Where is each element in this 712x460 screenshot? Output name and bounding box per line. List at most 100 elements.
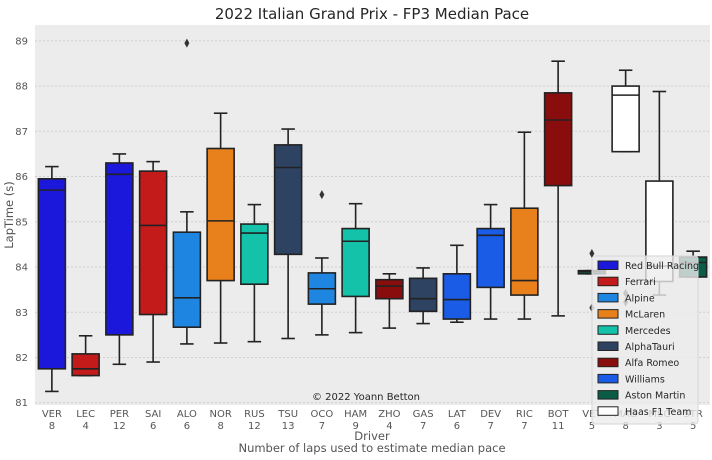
x-tick-laps: 7 (487, 421, 493, 432)
box-tsu (273, 128, 303, 340)
x-tick-laps: 7 (420, 421, 426, 432)
box-iqr (341, 227, 370, 298)
box-iqr (476, 227, 505, 289)
box-ver (37, 165, 67, 393)
legend-swatch (597, 406, 619, 416)
x-tick-driver: BOT (548, 409, 570, 420)
box-iqr (206, 147, 235, 282)
x-tick-laps: 12 (113, 421, 126, 432)
x-tick-laps: 6 (184, 421, 190, 432)
y-tick-label: 85 (15, 217, 28, 228)
y-axis-label: LapTime (s) (2, 181, 16, 249)
legend-label: Ferrari (625, 277, 656, 288)
box-alo (172, 38, 202, 345)
box-iqr (71, 353, 100, 377)
x-tick-driver: ALO (177, 409, 197, 420)
x-tick-driver: PER (110, 409, 129, 420)
x-tick-driver: VER (42, 409, 62, 420)
box-lat (442, 244, 472, 324)
box-iqr (408, 277, 438, 313)
x-tick-driver: GAS (413, 409, 434, 420)
x-tick-laps: 8 (217, 421, 223, 432)
legend-swatch (597, 390, 619, 400)
x-axis-sublabel: Number of laps used to estimate median p… (238, 441, 505, 455)
box-ham (341, 202, 370, 334)
legend-label: Red Bull Racing (625, 261, 699, 272)
legend-swatch (597, 292, 619, 303)
x-tick-laps: 11 (552, 421, 565, 432)
legend-label: Alpine (625, 293, 655, 304)
y-tick-label: 89 (15, 36, 28, 47)
box-iqr (240, 223, 269, 286)
x-tick-driver: HAM (344, 409, 367, 420)
box-gas (408, 267, 438, 325)
x-tick-driver: RUS (244, 409, 265, 420)
box-zho (375, 273, 404, 329)
x-tick-laps: 8 (49, 421, 55, 432)
outlier-point (319, 190, 325, 200)
x-axis-label: Driver (354, 429, 390, 443)
legend-label: AlphaTauri (625, 342, 675, 353)
box-oco (307, 190, 337, 336)
y-tick-label: 81 (15, 398, 28, 409)
chart-title: 2022 Italian Grand Prix - FP3 Median Pac… (215, 5, 529, 23)
box-iqr (611, 85, 640, 153)
legend: Red Bull Racing Ferrari Alpine McLaren Merce… (591, 255, 699, 425)
legend-label: Haas F1 Team (625, 407, 691, 418)
x-tick-laps: 13 (282, 421, 295, 432)
box-mag (611, 69, 640, 307)
x-tick-driver: OCO (311, 409, 334, 420)
x-tick-laps: 8 (622, 421, 628, 432)
legend-swatch (597, 260, 619, 270)
x-tick-laps: 7 (319, 421, 325, 432)
y-tick-label: 86 (15, 172, 28, 183)
box-per (105, 153, 134, 366)
y-tick-label: 82 (15, 353, 28, 364)
box-iqr (442, 273, 472, 320)
x-tick-driver: NOR (209, 409, 231, 420)
x-tick-driver: LEC (76, 409, 95, 420)
box-iqr (37, 178, 67, 370)
box-nor (206, 112, 235, 344)
x-tick-laps: 9 (352, 421, 358, 432)
legend-label: Aston Martin (625, 391, 685, 402)
x-tick-laps: 7 (521, 421, 527, 432)
x-tick-laps: 12 (248, 421, 261, 432)
x-tick-driver: SAI (145, 409, 161, 420)
box-sai (138, 160, 168, 363)
y-tick-label: 88 (15, 82, 28, 93)
x-tick-driver: ZHO (378, 409, 400, 420)
x-tick-driver: TSU (277, 409, 298, 420)
y-tick-label: 87 (15, 127, 28, 138)
box-iqr (375, 278, 404, 300)
box-iqr (172, 231, 202, 328)
y-tick-label: 84 (15, 263, 28, 274)
y-ticks: 81 82 83 84 85 86 87 88 89 (15, 36, 28, 409)
x-tick-laps: 3 (656, 421, 662, 432)
legend-swatch (597, 325, 619, 335)
x-tick-laps: 4 (82, 421, 88, 432)
box-iqr (138, 170, 168, 316)
legend-label: Mercedes (625, 326, 671, 337)
x-tick-driver: DEV (480, 409, 501, 420)
legend-swatch (597, 357, 619, 368)
legend-label: McLaren (625, 310, 665, 321)
x-tick-driver: LAT (448, 409, 467, 420)
box-bot (543, 60, 573, 317)
x-tick-laps: 5 (690, 421, 696, 432)
legend-swatch (597, 373, 619, 384)
box-dev (476, 203, 505, 320)
box-iqr (510, 207, 539, 296)
box-iqr (543, 92, 573, 187)
outlier-point (184, 38, 190, 48)
box-ric (510, 131, 539, 320)
copyright-annotation: © 2022 Yoann Betton (312, 392, 420, 403)
x-tick-laps: 6 (150, 421, 156, 432)
box-lec (71, 334, 100, 377)
legend-swatch (597, 276, 619, 287)
box-rus (240, 203, 269, 343)
x-tick-driver: RIC (516, 409, 533, 420)
outlier-point (589, 248, 595, 258)
legend-label: Alfa Romeo (625, 358, 679, 369)
